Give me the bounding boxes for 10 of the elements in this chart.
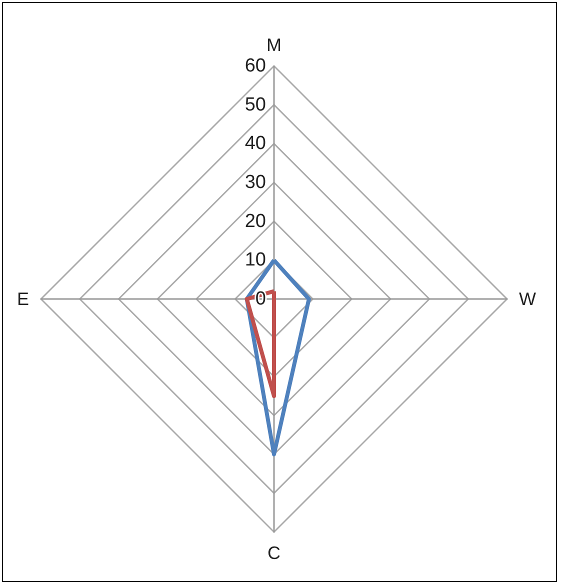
spoke-label: W [519, 289, 536, 309]
y-tick-label: 60 [244, 56, 266, 76]
y-tick-label: 50 [244, 94, 266, 116]
spoke-label: C [268, 543, 280, 563]
spoke-label: E [16, 289, 29, 309]
y-tick-label: 10 [244, 250, 266, 271]
y-tick-label: 30 [244, 172, 266, 193]
y-tick-label: 40 [244, 133, 266, 154]
y-tick-label: 20 [244, 210, 266, 232]
spoke-label: M [266, 35, 282, 55]
